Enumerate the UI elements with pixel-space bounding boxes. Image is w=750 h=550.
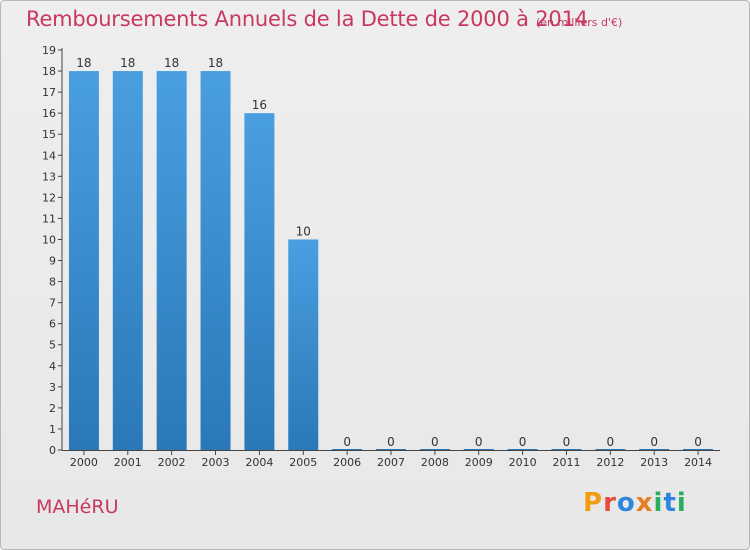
y-tick-label: 7: [49, 297, 56, 310]
bar: [639, 449, 670, 450]
data-label: 0: [607, 435, 615, 449]
data-label: 0: [475, 435, 483, 449]
y-tick-label: 5: [49, 339, 56, 352]
y-tick-label: 14: [42, 149, 56, 162]
y-tick-label: 16: [42, 107, 56, 120]
y-tick-label: 9: [49, 255, 56, 268]
bar: [68, 71, 99, 450]
commune-name: MAHéRU: [36, 496, 119, 518]
x-tick-label: 2008: [421, 456, 449, 469]
bar: [463, 449, 494, 450]
x-tick-label: 2004: [245, 456, 273, 469]
bar: [288, 239, 319, 450]
bar: [376, 449, 406, 450]
x-tick-label: 2014: [684, 456, 712, 469]
logo-letter: r: [603, 488, 617, 518]
x-tick-label: 2005: [289, 456, 317, 469]
bar: [683, 449, 714, 450]
data-label: 0: [343, 435, 351, 449]
x-tick-label: 2009: [465, 456, 493, 469]
y-tick-label: 6: [49, 318, 56, 331]
bar: [507, 449, 538, 450]
data-label: 18: [164, 56, 179, 70]
proxiti-logo[interactable]: Proxiti: [583, 488, 687, 518]
logo-letter: x: [635, 488, 654, 518]
bar: [332, 449, 363, 450]
bar: [200, 71, 231, 450]
data-label: 0: [431, 435, 439, 449]
logo-letter: i: [653, 488, 664, 518]
y-tick-label: 3: [49, 381, 56, 394]
data-label: 0: [563, 435, 571, 449]
y-tick-label: 2: [49, 402, 56, 415]
logo-letter: t: [663, 488, 677, 518]
x-tick-label: 2013: [640, 456, 668, 469]
x-tick-label: 2001: [114, 456, 142, 469]
y-tick-label: 0: [49, 444, 56, 457]
y-tick-label: 10: [42, 233, 56, 246]
data-label: 0: [650, 435, 658, 449]
chart-subtitle: (en milliers d'€): [536, 16, 623, 29]
bar: [244, 113, 275, 450]
logo-letter: i: [676, 488, 687, 518]
y-tick-label: 12: [42, 191, 56, 204]
x-tick-label: 2012: [596, 456, 624, 469]
bar: [551, 449, 582, 450]
x-tick-label: 2003: [202, 456, 230, 469]
y-tick-label: 1: [49, 423, 56, 436]
data-label: 0: [694, 435, 702, 449]
y-tick-label: 15: [42, 128, 56, 141]
data-label: 18: [120, 56, 135, 70]
bar: [419, 449, 450, 450]
y-tick-label: 11: [42, 212, 56, 225]
y-tick-label: 19: [42, 44, 56, 57]
bar: [112, 71, 143, 450]
y-tick-label: 4: [49, 360, 56, 373]
data-label: 18: [76, 56, 91, 70]
x-tick-label: 2006: [333, 456, 361, 469]
chart-title: Remboursements Annuels de la Dette de 20…: [26, 7, 588, 31]
bar: [595, 449, 626, 450]
x-tick-label: 2002: [158, 456, 186, 469]
y-tick-label: 18: [42, 65, 56, 78]
data-label: 18: [208, 56, 223, 70]
y-tick-label: 13: [42, 170, 56, 183]
y-tick-label: 17: [42, 86, 56, 99]
logo-letter: P: [583, 488, 604, 518]
logo-letter: o: [616, 488, 636, 518]
data-label: 0: [387, 435, 395, 449]
data-label: 16: [252, 98, 267, 112]
x-tick-label: 2000: [70, 456, 98, 469]
data-label: 0: [519, 435, 527, 449]
bar: [156, 71, 187, 450]
data-label: 10: [296, 224, 311, 238]
x-tick-label: 2007: [377, 456, 405, 469]
y-tick-label: 8: [49, 276, 56, 289]
x-tick-label: 2011: [552, 456, 580, 469]
x-tick-label: 2010: [509, 456, 537, 469]
